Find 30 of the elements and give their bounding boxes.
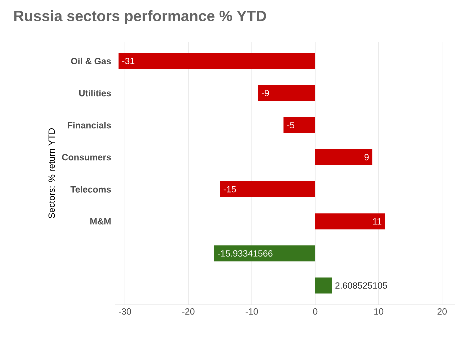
bar xyxy=(315,149,373,166)
bar xyxy=(315,278,332,294)
data-label: 11 xyxy=(373,218,382,225)
x-tick-label: 0 xyxy=(313,308,318,315)
data-label: -9 xyxy=(262,90,270,97)
bar xyxy=(220,182,316,198)
data-label: -31 xyxy=(122,58,135,64)
x-tick-label: -10 xyxy=(246,308,258,315)
x-tick-label: -30 xyxy=(119,308,132,315)
bar xyxy=(118,53,316,70)
data-label: -5 xyxy=(287,122,295,129)
bar xyxy=(315,214,386,230)
y-tick-label: Utilities xyxy=(79,90,112,97)
y-tick-label: Oil & Gas xyxy=(71,58,112,65)
x-tick-label: 10 xyxy=(374,308,384,315)
data-label: 9 xyxy=(364,154,369,161)
y-tick-label: Telecoms xyxy=(70,186,112,193)
bar xyxy=(284,117,316,134)
data-label: -15 xyxy=(224,186,236,193)
y-tick-label: Consumers xyxy=(62,154,112,161)
data-label: 2.608525105 xyxy=(336,282,388,289)
chart-title: Russia sectors performance % YTD xyxy=(14,10,266,24)
bar xyxy=(214,246,316,262)
bar xyxy=(258,85,316,102)
data-label: -15.93341566 xyxy=(218,250,273,257)
y-tick-label: Financials xyxy=(68,122,112,129)
y-tick-label: M&M xyxy=(90,218,111,225)
y-axis-title: Sectors: % return YTD xyxy=(48,128,56,219)
x-tick-label: 20 xyxy=(438,308,447,315)
x-tick-label: -20 xyxy=(182,308,195,315)
